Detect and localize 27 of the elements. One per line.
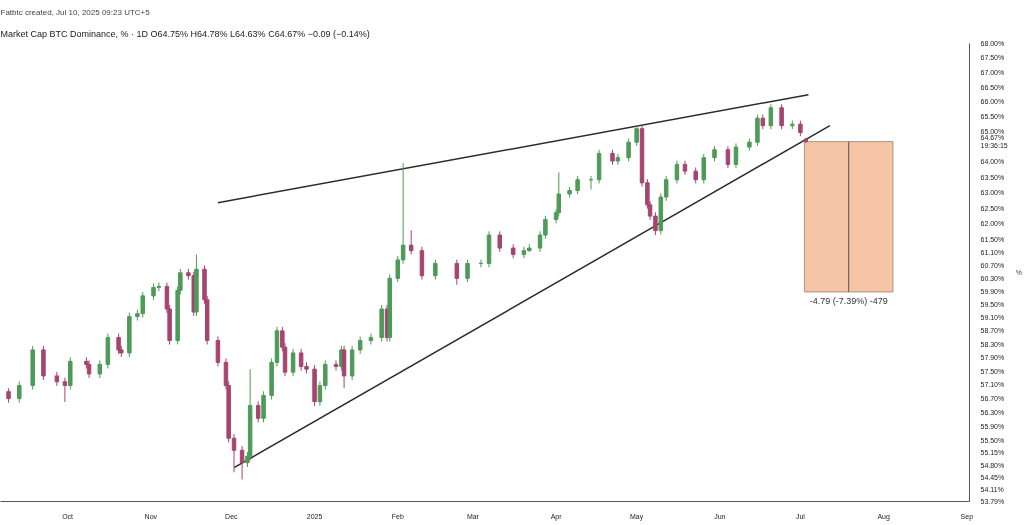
candlestick [454,259,460,286]
chart-title: Market Cap BTC Dominance, % · 1D O64.75% H64.78% L64.63% C64.67% −0.09 (−0.14%) [0,28,370,39]
candlestick [575,175,580,195]
candlestick [433,259,438,281]
candlestick [116,333,121,355]
candlestick [54,371,60,387]
candlestick [408,229,414,255]
candlestick [615,153,621,166]
candlestick [215,336,221,367]
candlestick [779,103,784,130]
candlestick [768,103,774,130]
candlestick [725,145,731,169]
candlestick [634,124,639,147]
candlestick [255,400,261,423]
candlestick [701,153,707,184]
candlestick [290,348,296,377]
chart-subtitle: Fatbtc created, Jul 10, 2025 09:23 UTC+5 [0,7,151,17]
candlestick [497,230,503,253]
candlestick [733,142,739,169]
candlestick [465,259,470,283]
candlestick [17,380,22,404]
candlestick [626,138,631,162]
annotation: -4.79 (-7.39%) -479 [809,295,888,306]
candlestick [368,333,374,346]
candlestick [62,377,68,403]
candlestick [261,390,266,423]
candlestick [333,359,339,372]
